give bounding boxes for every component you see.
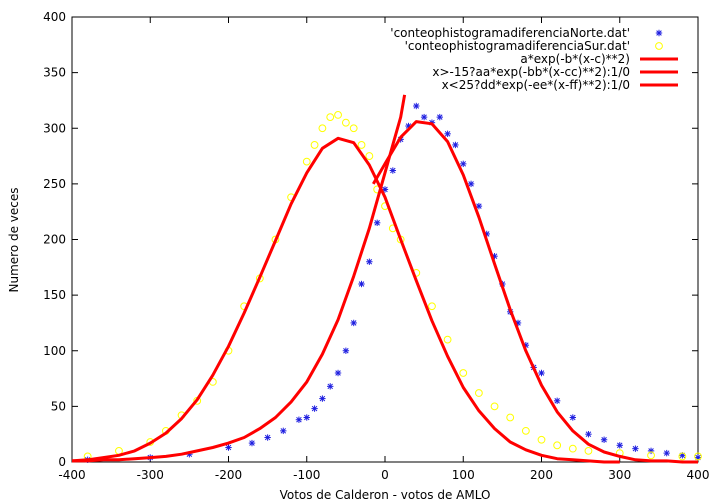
- axis-ticks: -400 -300 -200 -100 0 100 200 300 400 0 50 100 150 20…: [43, 10, 709, 482]
- south-point: [443, 335, 452, 344]
- series-3: [372, 120, 698, 464]
- fit-line: [372, 120, 698, 464]
- x-tick-label: -300: [137, 468, 164, 482]
- north-point: [350, 319, 357, 327]
- legend-item: x<25?dd*exp(-ee*(x-ff)**2):1/0: [442, 78, 678, 92]
- legend-item: 'conteophistogramadiferenciaSur.dat': [405, 39, 663, 53]
- north-point: [452, 141, 459, 149]
- north-point: [342, 347, 350, 354]
- fit-line: [72, 94, 407, 463]
- x-tick-label: -200: [215, 468, 242, 482]
- north-point: [327, 383, 334, 390]
- north-point: [553, 397, 561, 405]
- legend-item: 'conteophistogramadiferenciaNorte.dat': [390, 26, 663, 40]
- north-point: [585, 430, 592, 438]
- north-point: [303, 414, 310, 421]
- south-point: [310, 141, 319, 149]
- south-point: [647, 451, 655, 460]
- series-2: [71, 136, 620, 464]
- north-point: [444, 130, 451, 138]
- south-point: [694, 452, 702, 461]
- y-tick-label: 250: [43, 177, 66, 191]
- south-point: [318, 124, 327, 133]
- x-axis-label: Votos de Calderon - votos de AMLO: [280, 488, 491, 502]
- series-4: [72, 94, 407, 463]
- x-tick-label: -400: [58, 468, 85, 482]
- north-point: [460, 160, 467, 168]
- south-point: [365, 152, 374, 160]
- legend-item: a*exp(-b*(x-c)**2): [520, 52, 678, 66]
- y-tick-label: 400: [43, 10, 66, 24]
- north-point: [295, 416, 303, 423]
- y-tick-label: 300: [43, 121, 66, 135]
- north-point: [475, 202, 483, 210]
- south-point: [428, 302, 436, 311]
- y-axis-label: Numero de veces: [7, 187, 21, 292]
- south-point: [334, 111, 342, 119]
- y-tick-label: 200: [43, 233, 66, 247]
- north-point: [413, 102, 420, 110]
- y-tick-label: 50: [51, 399, 66, 413]
- north-point: [248, 439, 256, 447]
- legend-label: a*exp(-b*(x-c)**2): [520, 52, 630, 66]
- x-tick-label: 100: [452, 468, 475, 482]
- series-0: [84, 102, 702, 463]
- legend-label: 'conteophistogramadiferenciaSur.dat': [405, 39, 630, 53]
- south-point: [678, 452, 687, 461]
- legend: 'conteophistogramadiferenciaNorte.dat''c…: [390, 26, 678, 92]
- fit-line: [71, 136, 620, 464]
- north-point: [373, 219, 381, 227]
- south-point: [568, 444, 577, 453]
- series-layer: [71, 94, 702, 464]
- legend-marker: [655, 29, 663, 37]
- south-point: [506, 413, 515, 422]
- south-point: [302, 157, 311, 166]
- x-tick-label: 0: [381, 468, 389, 482]
- y-tick-label: 350: [43, 66, 66, 80]
- south-point: [357, 141, 366, 149]
- legend-label: x<25?dd*exp(-ee*(x-ff)**2):1/0: [442, 78, 630, 92]
- north-point: [538, 369, 545, 377]
- x-tick-label: 400: [687, 468, 710, 482]
- north-point: [225, 444, 232, 451]
- south-point: [349, 124, 358, 133]
- north-point: [616, 442, 623, 449]
- south-point: [537, 435, 546, 444]
- north-point: [389, 167, 397, 174]
- north-point: [319, 395, 326, 402]
- legend-label: x>-15?aa*exp(-bb*(x-cc)**2):1/0: [432, 65, 630, 79]
- north-point: [600, 436, 608, 443]
- south-point: [459, 369, 468, 377]
- south-point: [326, 113, 335, 122]
- south-point: [521, 426, 530, 435]
- south-point: [341, 118, 350, 127]
- north-point: [467, 180, 475, 188]
- south-point: [490, 402, 499, 411]
- north-point: [632, 445, 639, 452]
- legend-label: 'conteophistogramadiferenciaNorte.dat': [390, 26, 630, 40]
- y-tick-label: 0: [58, 455, 66, 469]
- x-tick-label: 300: [608, 468, 631, 482]
- north-point: [366, 258, 373, 265]
- south-point: [584, 446, 593, 455]
- x-tick-label: 200: [530, 468, 553, 482]
- series-1: [83, 111, 702, 461]
- north-point: [280, 427, 287, 435]
- south-point: [475, 389, 483, 397]
- north-point: [569, 414, 576, 421]
- north-point: [358, 280, 365, 288]
- north-point: [436, 113, 443, 121]
- north-point: [311, 405, 318, 412]
- legend-item: x>-15?aa*exp(-bb*(x-cc)**2):1/0: [432, 65, 678, 79]
- y-tick-label: 100: [43, 344, 66, 358]
- north-point: [420, 113, 428, 121]
- north-point: [334, 369, 342, 377]
- south-point: [553, 441, 562, 450]
- north-point: [663, 449, 670, 457]
- x-tick-label: -100: [293, 468, 320, 482]
- legend-marker: [655, 42, 663, 50]
- y-tick-label: 150: [43, 288, 66, 302]
- north-point: [264, 434, 271, 441]
